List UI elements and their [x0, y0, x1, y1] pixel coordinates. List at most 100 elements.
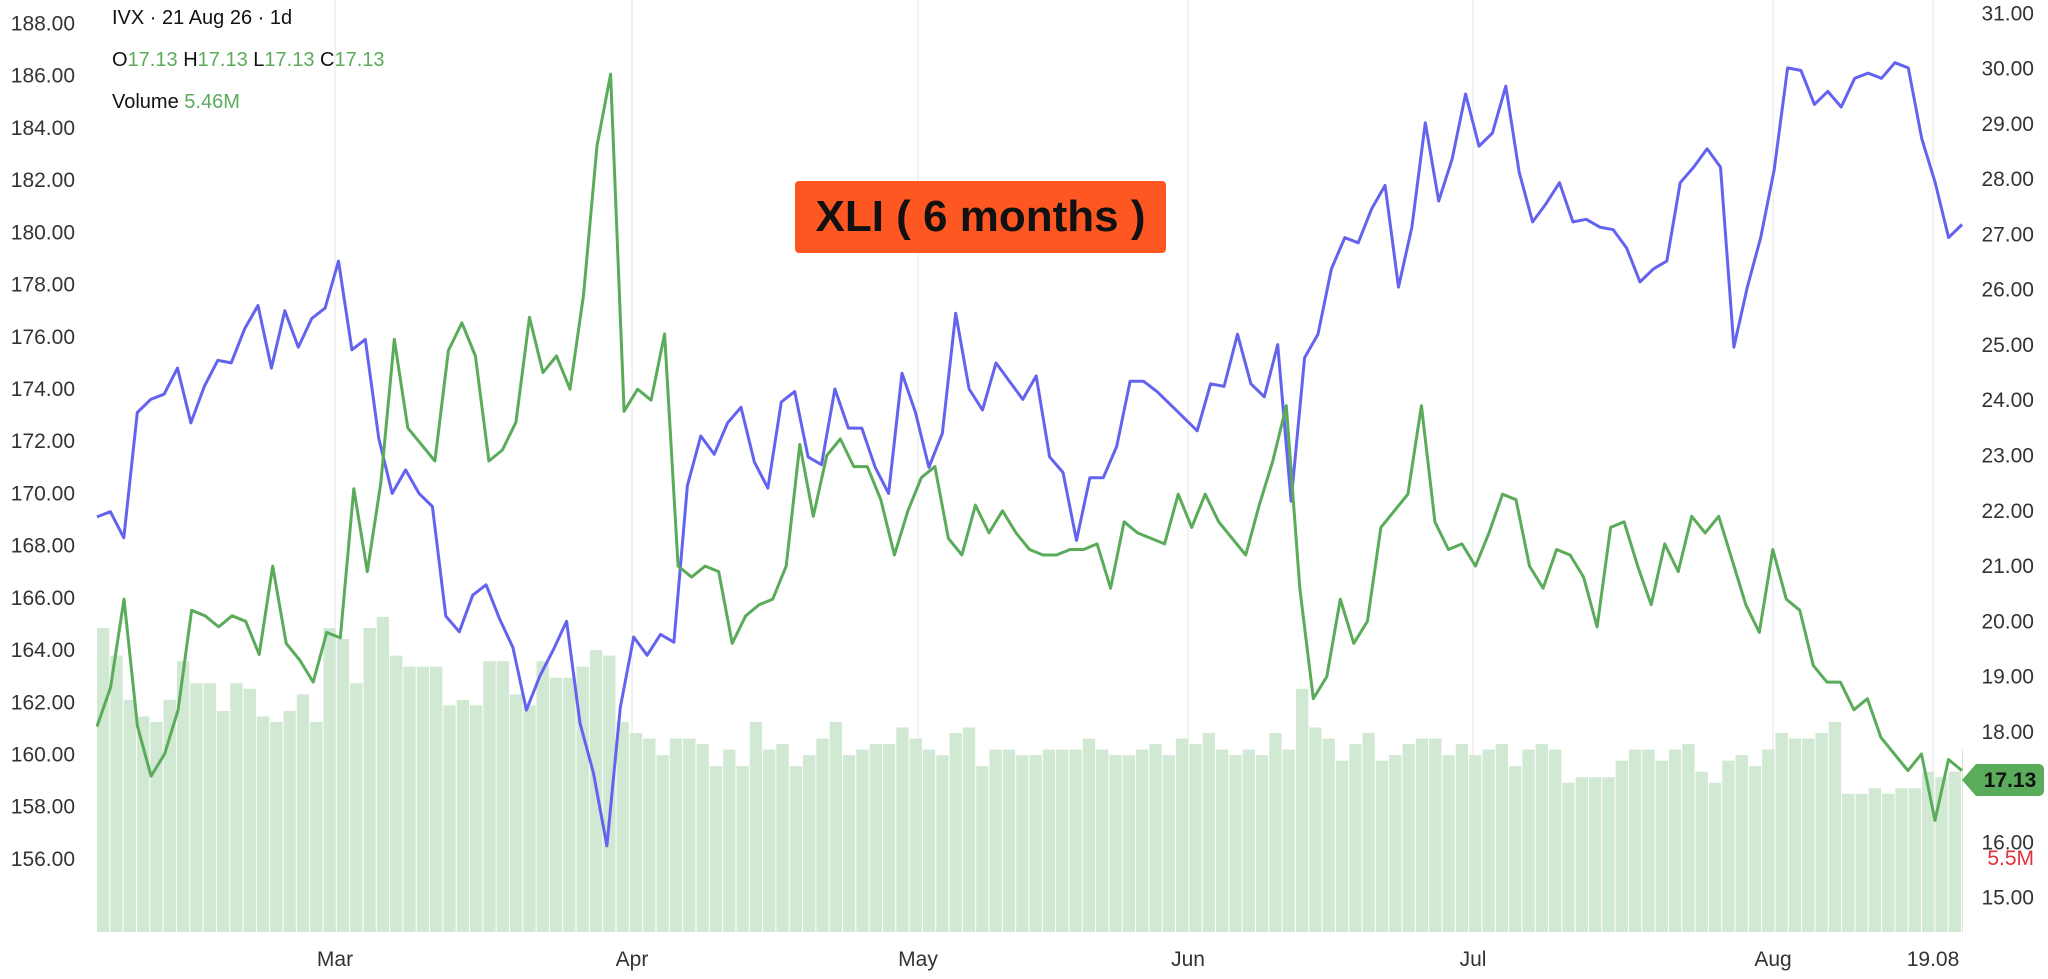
left-tick-label: 158.00 [11, 796, 75, 819]
open-label: O [112, 49, 128, 71]
volume-bar [123, 699, 136, 932]
left-tick-label: 180.00 [11, 221, 75, 244]
volume-bar [456, 699, 469, 932]
left-tick-label: 178.00 [11, 274, 75, 297]
volume-bar [203, 683, 216, 932]
volume-bar [1842, 793, 1855, 932]
volume-bar [696, 744, 709, 932]
left-tick-label: 170.00 [11, 482, 75, 505]
volume-bar [882, 744, 896, 932]
volume-bar [1469, 755, 1482, 932]
left-tick-label: 168.00 [11, 535, 75, 558]
volume-bar [1096, 749, 1109, 932]
volume-bar [1722, 760, 1735, 932]
volume-bar [1655, 760, 1668, 932]
last-value-tags: 17.13 5.5M [1962, 763, 2044, 870]
volume-bar [536, 661, 549, 932]
volume-bar [1455, 744, 1469, 932]
volume-bar [1868, 788, 1882, 932]
volume-bar [430, 666, 443, 932]
volume-bar [949, 732, 962, 932]
volume-bar [1775, 732, 1788, 932]
volume-bar [989, 749, 1002, 932]
close-label: C [320, 49, 335, 71]
volume-bar [669, 738, 683, 932]
left-tick-label: 182.00 [11, 169, 75, 192]
volume-bar [709, 766, 723, 932]
right-tick-label: 19.00 [1981, 666, 2034, 689]
volume-bar [1815, 732, 1828, 932]
right-tick-label: 29.00 [1981, 113, 2034, 136]
volume-bar [869, 744, 882, 932]
vertical-gridlines [334, 0, 1934, 932]
volume-bar [1522, 749, 1535, 932]
volume-bar [310, 721, 323, 932]
volume-bar [296, 694, 310, 932]
volume-bar [216, 710, 230, 932]
volume-bar [1016, 755, 1029, 932]
volume-bar [390, 655, 403, 932]
ivx-price-line [95, 72, 1963, 822]
right-tick-label: 20.00 [1981, 610, 2034, 633]
volume-bar [190, 683, 203, 932]
volume-value: 5.46M [184, 91, 240, 113]
volume-bar [416, 666, 430, 932]
volume-bar [323, 627, 336, 932]
volume-bar [962, 727, 976, 932]
ivx-series [95, 72, 1963, 822]
volume-bar [1708, 782, 1722, 932]
volume-bar [1602, 777, 1615, 932]
volume-bar [1748, 766, 1762, 932]
left-tick-label: 160.00 [11, 743, 75, 766]
volume-bar [176, 661, 190, 932]
volume-bar [1962, 749, 1963, 932]
volume-bar [363, 627, 376, 932]
last-price-tag-label: 17.13 [1984, 769, 2037, 792]
volume-bar [1589, 777, 1602, 932]
left-price-axis: 188.00 186.00 184.00 182.00 180.00 178.00 176.… [11, 12, 75, 870]
volume-bar [1042, 749, 1056, 932]
volume-bar [1056, 749, 1069, 932]
last-price-tag [1962, 763, 2044, 796]
volume-bar [1362, 732, 1375, 932]
volume-bar [856, 749, 869, 932]
volume-bar [816, 738, 829, 932]
volume-bar [603, 655, 616, 932]
volume-bar [1242, 749, 1255, 932]
left-tick-label: 176.00 [11, 326, 75, 349]
volume-bar [243, 688, 256, 932]
volume-label: Volume [112, 91, 179, 113]
volume-bar [896, 727, 909, 932]
volume-bar [496, 661, 509, 932]
volume-bar [1389, 755, 1402, 932]
volume-bar [1948, 771, 1961, 932]
volume-bar [1442, 755, 1455, 932]
right-tick-label: 30.00 [1981, 58, 2034, 81]
x-tick-label: 19.08 [1907, 948, 1960, 971]
open-value: 17.13 [127, 49, 178, 71]
volume-bar [256, 716, 270, 932]
close-value: 17.13 [334, 49, 385, 71]
right-tick-label: 27.00 [1981, 223, 2034, 246]
volume-bar [549, 677, 563, 932]
left-tick-label: 166.00 [11, 587, 75, 610]
volume-bar [1429, 738, 1442, 932]
volume-bar [1202, 732, 1215, 932]
volume-bar [1682, 744, 1695, 932]
volume-bar [509, 694, 523, 932]
volume-bar [1069, 749, 1082, 932]
x-tick-label: Jul [1460, 948, 1487, 971]
volume-bar [1762, 749, 1775, 932]
volume-bars [97, 616, 1963, 932]
right-tick-label: 24.00 [1981, 389, 2034, 412]
ohlc-readout: O17.13 H17.13 L17.13 C17.13 [112, 49, 385, 72]
volume-bar [1615, 760, 1628, 932]
volume-readout: Volume 5.46M [112, 91, 240, 114]
volume-bar [1642, 749, 1655, 932]
volume-bar [643, 738, 656, 932]
volume-bar [1575, 777, 1588, 932]
right-tick-label: 15.00 [1981, 887, 2034, 910]
volume-bar [922, 749, 936, 932]
volume-bar [843, 755, 856, 932]
